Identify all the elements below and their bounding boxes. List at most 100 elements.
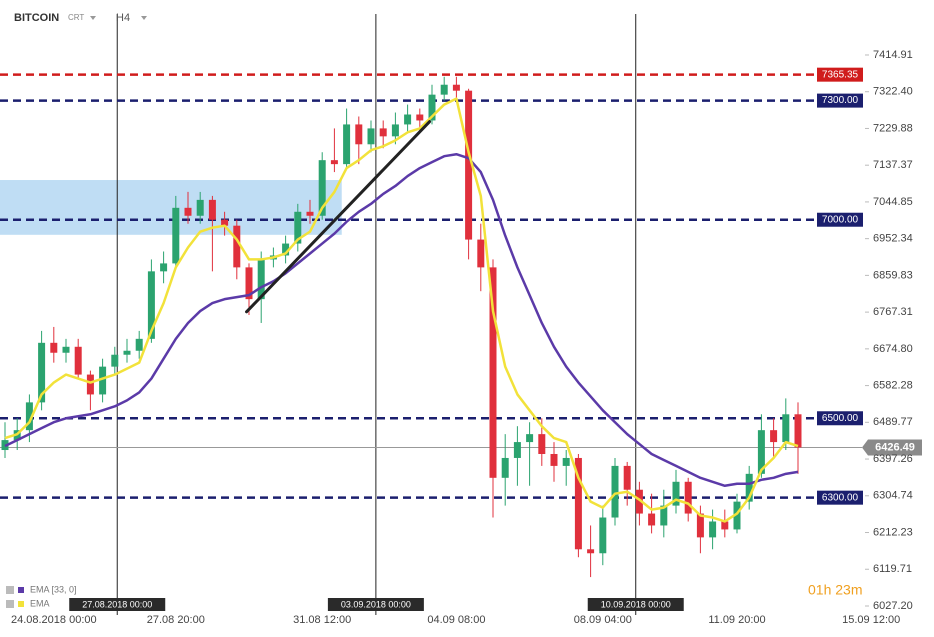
interval[interactable]: H4 [116, 12, 130, 24]
candle-body [184, 207, 192, 216]
candle-body [391, 124, 399, 137]
candle-body [135, 338, 143, 351]
candle-body [62, 346, 70, 353]
candle-body [282, 243, 290, 256]
candle-body [757, 430, 765, 474]
candle-body [306, 211, 314, 216]
level-label-box [817, 93, 863, 108]
y-tick-label: 6767.31 [873, 306, 913, 318]
candle-body [696, 513, 704, 538]
level-label-box [817, 411, 863, 426]
x-tick-label: 31.08 12:00 [293, 614, 351, 626]
marker-label: 03.09.2018 00:00 [341, 599, 411, 609]
y-tick-label: 6674.80 [873, 343, 913, 355]
candle-body [318, 160, 326, 216]
last-price-box [862, 439, 922, 456]
main-layer: 27.08.2018 00:00 03.09.2018 00:00 10.09.20… [1, 67, 922, 611]
y-tick-label: 7322.40 [873, 86, 913, 98]
timer: 01h 23m [808, 582, 862, 598]
legend-label: EMA [33, 0] [30, 584, 77, 594]
level-label: 6500.00 [822, 413, 859, 424]
x-tick-label: 24.08.2018 00:00 [11, 614, 97, 626]
y-tick-label: 7229.88 [873, 122, 913, 134]
candle-body [550, 453, 558, 466]
candle-body [257, 259, 265, 300]
candle-body [623, 465, 631, 490]
legend-swatch [18, 587, 24, 593]
y-tick-label: 7414.91 [873, 49, 913, 61]
candle-body [343, 124, 351, 165]
symbol[interactable]: BITCOIN [14, 12, 59, 24]
y-tick-label: 6489.77 [873, 416, 913, 428]
candle-body [684, 481, 692, 514]
x-tick-label: 15.09 12:00 [842, 614, 900, 626]
y-tick-label: 6027.20 [873, 600, 913, 612]
candle-body [428, 94, 436, 121]
y-tick-label: 6119.71 [873, 563, 912, 575]
candle-body [294, 211, 302, 244]
candle-body [233, 225, 241, 268]
candle-body [526, 434, 534, 443]
marker-label-box [327, 598, 424, 611]
candle-body [733, 501, 741, 530]
candle-body [404, 114, 412, 125]
dropdown-arrow[interactable] [90, 16, 96, 20]
y-tick-label: 6397.26 [873, 453, 913, 465]
candle-body [587, 549, 595, 554]
candle-body [416, 114, 424, 121]
chart-type[interactable]: CRT [68, 13, 84, 22]
candle-body [574, 457, 582, 550]
candle-body [513, 442, 521, 458]
ema-line [4, 97, 799, 523]
x-tick-label: 27.08 20:00 [147, 614, 205, 626]
candle-body [782, 414, 790, 443]
level-label-box [817, 490, 863, 505]
candle-body [50, 342, 58, 353]
level-label-box [817, 212, 863, 227]
y-tick-label: 6582.28 [873, 379, 913, 391]
candle-body [221, 219, 229, 226]
legend-swatch [18, 601, 24, 607]
marker-label-box [69, 598, 166, 611]
candle-body [172, 207, 180, 264]
legend-icon [6, 586, 14, 594]
candle-body [745, 473, 753, 502]
zone [0, 180, 342, 235]
marker-label: 10.09.2018 00:00 [601, 599, 671, 609]
candle-body [86, 374, 94, 395]
candle-body [38, 342, 46, 403]
candle-body [440, 84, 448, 95]
candle-body [111, 354, 119, 367]
candle-body [538, 434, 546, 454]
x-tick-label: 04.09 08:00 [427, 614, 485, 626]
x-tick-label: 08.09 04:00 [574, 614, 632, 626]
candle-body [355, 124, 363, 145]
level-label: 7300.00 [822, 95, 859, 106]
level-label-box [817, 67, 863, 82]
trendline [245, 120, 432, 314]
ema-line [4, 152, 799, 488]
candle-body [379, 128, 387, 137]
y-tick-label: 6304.74 [873, 490, 913, 502]
candle-body [501, 457, 509, 478]
candle-body [196, 199, 204, 216]
level-label: 7365.35 [822, 69, 859, 80]
candle-body [330, 160, 338, 165]
y-tick-label: 7044.85 [873, 196, 913, 208]
candle-body [465, 90, 473, 240]
dropdown-arrow[interactable] [141, 16, 147, 20]
candle-body [599, 517, 607, 554]
marker-label: 27.08.2018 00:00 [82, 599, 152, 609]
candle-body [477, 239, 485, 268]
y-tick-label: 7137.37 [873, 159, 913, 171]
candle-body [770, 430, 778, 443]
candle-body [611, 465, 619, 518]
candle-body [123, 350, 131, 355]
y-tick-label: 6859.83 [873, 269, 913, 281]
level-label: 6300.00 [822, 492, 859, 503]
candle-body [721, 521, 729, 530]
candle-body [74, 346, 82, 375]
candle-body [367, 128, 375, 145]
candle-body [635, 489, 643, 514]
